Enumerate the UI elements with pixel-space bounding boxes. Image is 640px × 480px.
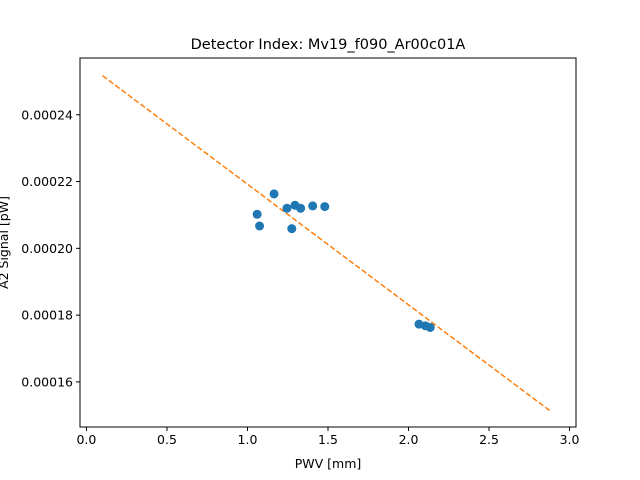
fit-line	[102, 75, 551, 412]
data-point	[252, 209, 262, 219]
axes-frame	[79, 57, 577, 428]
x-axis-label: PWV [mm]	[295, 456, 362, 471]
x-tick-label: 0.0	[76, 432, 96, 447]
x-tick-label: 2.0	[399, 432, 419, 447]
y-tick-label: 0.00016	[21, 374, 73, 389]
data-point	[296, 203, 306, 213]
data-point	[255, 221, 265, 231]
x-tick-label: 0.5	[157, 432, 177, 447]
x-tick-label: 1.5	[318, 432, 338, 447]
y-tick-label: 0.00022	[21, 174, 73, 189]
y-tick-label: 0.00018	[21, 308, 73, 323]
y-tick-label: 0.00024	[21, 107, 73, 122]
data-point	[269, 189, 279, 199]
y-axis-label: A2 Signal [pW]	[0, 196, 11, 289]
chart-title: Detector Index: Mv19_f090_Ar00c01A	[191, 37, 466, 53]
data-point	[287, 224, 297, 234]
axes: 0.0 0.5 1.0 1.5 2.0 2.5 3.0 0.00016 0.00018 0.000…	[21, 107, 579, 447]
y-tick-label: 0.00020	[21, 241, 73, 256]
data-point	[425, 322, 435, 332]
x-tick-label: 3.0	[560, 432, 580, 447]
plot-area	[102, 75, 551, 412]
data-point	[320, 202, 330, 212]
x-tick-label: 2.5	[479, 432, 499, 447]
data-point	[308, 201, 318, 211]
data-point	[282, 203, 292, 213]
x-tick-label: 1.0	[238, 432, 258, 447]
